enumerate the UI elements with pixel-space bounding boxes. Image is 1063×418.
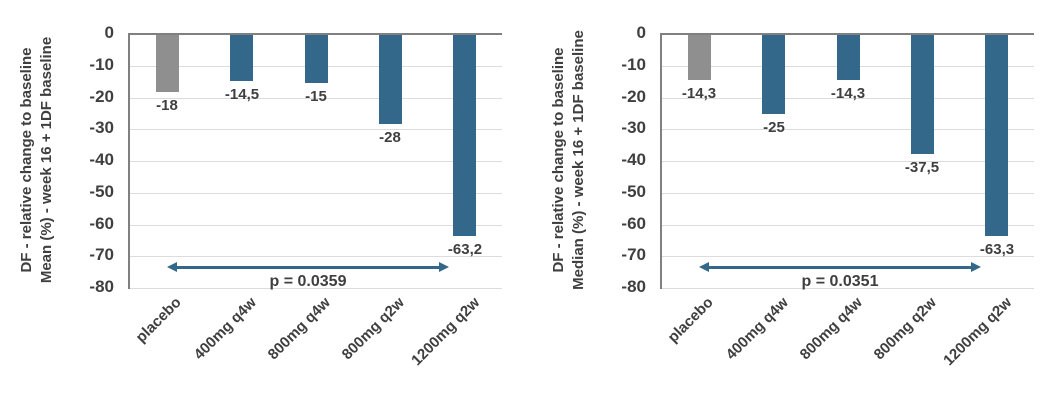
x-category-label: placebo xyxy=(664,294,718,347)
y-tick-label: 0 xyxy=(636,23,646,42)
bar-1200mg-q2w xyxy=(453,35,476,236)
y-tick-label: -80 xyxy=(621,277,646,296)
x-category-label: 400mg q4w xyxy=(722,294,793,364)
y-tick-label: -70 xyxy=(621,245,646,264)
bar-placebo xyxy=(156,35,179,92)
arrowhead-left-icon xyxy=(167,262,177,272)
arrowhead-right-icon xyxy=(439,262,449,272)
y-tick-label: -40 xyxy=(89,150,114,169)
x-category-label: 800mg q2w xyxy=(870,294,941,364)
x-category-label: 800mg q2w xyxy=(338,294,409,364)
x-category-label: 1200mg q2w xyxy=(939,294,1016,370)
y-tick-label: -10 xyxy=(89,55,114,74)
y-tick-label: -60 xyxy=(89,214,114,233)
arrowhead-left-icon xyxy=(699,262,709,272)
y-tick-label: -20 xyxy=(89,87,114,106)
y-tick-label: -50 xyxy=(621,182,646,201)
y-tick-label: -80 xyxy=(89,277,114,296)
bar-value-label: -63,3 xyxy=(979,241,1015,258)
x-category-label: 800mg q4w xyxy=(796,294,867,364)
grid-line xyxy=(662,161,1034,162)
p-value-annotation: p = 0.0351 xyxy=(801,273,879,290)
grid-line xyxy=(130,288,502,289)
bar-400mg-q4w xyxy=(230,35,253,81)
y-tick-label: -10 xyxy=(621,55,646,74)
y-tick-label: -60 xyxy=(621,214,646,233)
bar-value-label: -37,5 xyxy=(904,159,940,176)
y-tick-label: 0 xyxy=(104,23,114,42)
bar-value-label: -15 xyxy=(305,88,327,105)
grid-line xyxy=(662,288,1034,289)
significance-arrow xyxy=(708,266,972,269)
grid-line xyxy=(662,225,1034,226)
bar-800mg-q4w xyxy=(837,35,860,80)
grid-line xyxy=(130,161,502,162)
x-category-label: 800mg q4w xyxy=(264,294,335,364)
y-tick-label: -50 xyxy=(89,182,114,201)
y-tick-label: -40 xyxy=(621,150,646,169)
x-category-label: placebo xyxy=(132,294,186,347)
y-tick-label: -20 xyxy=(621,87,646,106)
bar-value-label: -63,2 xyxy=(447,241,483,258)
grid-line xyxy=(130,193,502,194)
plot-area: -14,3 -25 -14,3 -37,5 -63,3 p = 0.0351 xyxy=(660,33,1034,290)
grid-line xyxy=(130,129,502,130)
y-tick-label: -30 xyxy=(89,118,114,137)
x-axis: placebo 400mg q4w 800mg q4w 800mg q2w 1200mg… xyxy=(0,0,531,418)
bar-800mg-q4w xyxy=(305,35,328,83)
y-axis: 0 -10 -20 -30 -40 -50 -60 -70 -80 xyxy=(0,0,120,418)
arrowhead-right-icon xyxy=(971,262,981,272)
grid-line xyxy=(662,193,1034,194)
bar-1200mg-q2w xyxy=(985,35,1008,236)
grid-line xyxy=(662,129,1034,130)
mean-chart: DF - relative change to baseline Mean (%… xyxy=(0,0,531,418)
median-chart: DF - relative change to baseline Median … xyxy=(532,0,1063,418)
bar-value-label: -28 xyxy=(379,129,401,146)
bar-value-label: -18 xyxy=(156,97,178,114)
bar-value-label: -14,3 xyxy=(830,85,866,102)
y-tick-label: -70 xyxy=(89,245,114,264)
significance-arrow xyxy=(176,266,440,269)
bar-value-label: -14,3 xyxy=(681,85,717,102)
y-axis: 0 -10 -20 -30 -40 -50 -60 -70 -80 xyxy=(532,0,652,418)
plot-area: -18 -14,5 -15 -28 -63,2 p = 0.0359 xyxy=(128,33,502,290)
y-tick-label: -30 xyxy=(621,118,646,137)
p-value-annotation: p = 0.0359 xyxy=(269,273,347,290)
bar-800mg-q2w xyxy=(911,35,934,154)
grid-line xyxy=(130,225,502,226)
x-axis: placebo 400mg q4w 800mg q4w 800mg q2w 1200mg… xyxy=(532,0,1063,418)
grid-line xyxy=(130,256,502,257)
grid-line xyxy=(662,256,1034,257)
x-category-label: 1200mg q2w xyxy=(407,294,484,370)
bar-placebo xyxy=(688,35,711,80)
bar-value-label: -14,5 xyxy=(224,86,260,103)
grid-line xyxy=(130,98,502,99)
x-category-label: 400mg q4w xyxy=(190,294,261,364)
grid-line xyxy=(662,98,1034,99)
bar-value-label: -25 xyxy=(763,119,785,136)
bar-800mg-q2w xyxy=(379,35,402,124)
bar-400mg-q4w xyxy=(762,35,785,114)
